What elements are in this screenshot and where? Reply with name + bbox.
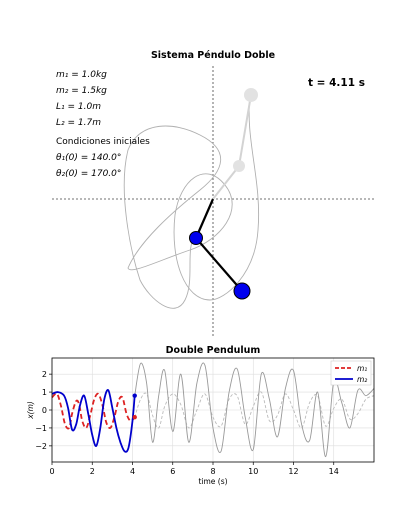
legend-label-m1: m₁ xyxy=(357,364,367,373)
current-point-m1 xyxy=(132,414,137,420)
x-tick-label: 6 xyxy=(170,467,175,476)
time-readout: t = 4.11 s xyxy=(308,77,365,89)
series-line-m1 xyxy=(51,392,136,430)
y-tick-label: −2 xyxy=(35,442,47,451)
current-time-markers xyxy=(132,393,137,420)
x-tick-label: 0 xyxy=(49,467,54,476)
x-tick-label: 12 xyxy=(288,467,298,476)
legend-box xyxy=(330,360,372,386)
initial-conditions-heading: Condiciones iniciales xyxy=(56,137,150,147)
x-tick-label: 8 xyxy=(210,467,215,476)
y-tick-label: 0 xyxy=(42,406,47,415)
ghost-mass-2 xyxy=(244,88,258,102)
ghost-mass-1 xyxy=(233,160,245,172)
chart-title: Double Pendulum xyxy=(166,345,261,356)
y-tick-label: 2 xyxy=(42,370,47,379)
param-m1: m₁ = 1.0kg xyxy=(56,70,107,80)
param-L1: L₁ = 1.0m xyxy=(56,102,101,112)
x-tick-label: 4 xyxy=(130,467,135,476)
y-axis-label: x(m) xyxy=(26,401,35,420)
x-tick-label: 10 xyxy=(248,467,258,476)
future-line-m2 xyxy=(134,362,375,458)
series-lines xyxy=(51,389,136,453)
rod-1 xyxy=(194,198,215,239)
mass-1 xyxy=(189,231,203,245)
param-theta1: θ₁(0) = 140.0° xyxy=(56,153,121,163)
y-tick-label: −1 xyxy=(35,424,47,433)
param-theta2: θ₂(0) = 170.0° xyxy=(56,169,121,179)
ghost-rod-1 xyxy=(212,165,240,200)
current-point-m2 xyxy=(132,393,137,398)
pendulum-panel: Sistema Péndulo Doble m₁ = 1.0kg m₂ = 1.… xyxy=(52,50,374,336)
param-m2: m₂ = 1.5kg xyxy=(56,86,107,96)
pendulum-title: Sistema Péndulo Doble xyxy=(151,50,275,61)
mass-2 xyxy=(233,282,251,300)
x-tick-label: 14 xyxy=(329,467,339,476)
x-tick-label: 2 xyxy=(90,467,95,476)
param-L2: L₂ = 1.7m xyxy=(56,118,101,128)
rod-2 xyxy=(195,237,243,292)
x-axis-label: time (s) xyxy=(198,477,227,486)
legend-label-m2: m₂ xyxy=(357,375,367,384)
series-line-m2 xyxy=(51,389,136,453)
mass2-trajectory-trace xyxy=(123,94,260,309)
legend: m₁ m₂ xyxy=(330,360,372,386)
y-tick-label: 1 xyxy=(42,388,47,397)
future-trajectory-lines xyxy=(134,362,375,458)
future-line-m1 xyxy=(134,391,375,429)
grid xyxy=(51,358,374,462)
ghost-rod-2 xyxy=(238,94,252,167)
